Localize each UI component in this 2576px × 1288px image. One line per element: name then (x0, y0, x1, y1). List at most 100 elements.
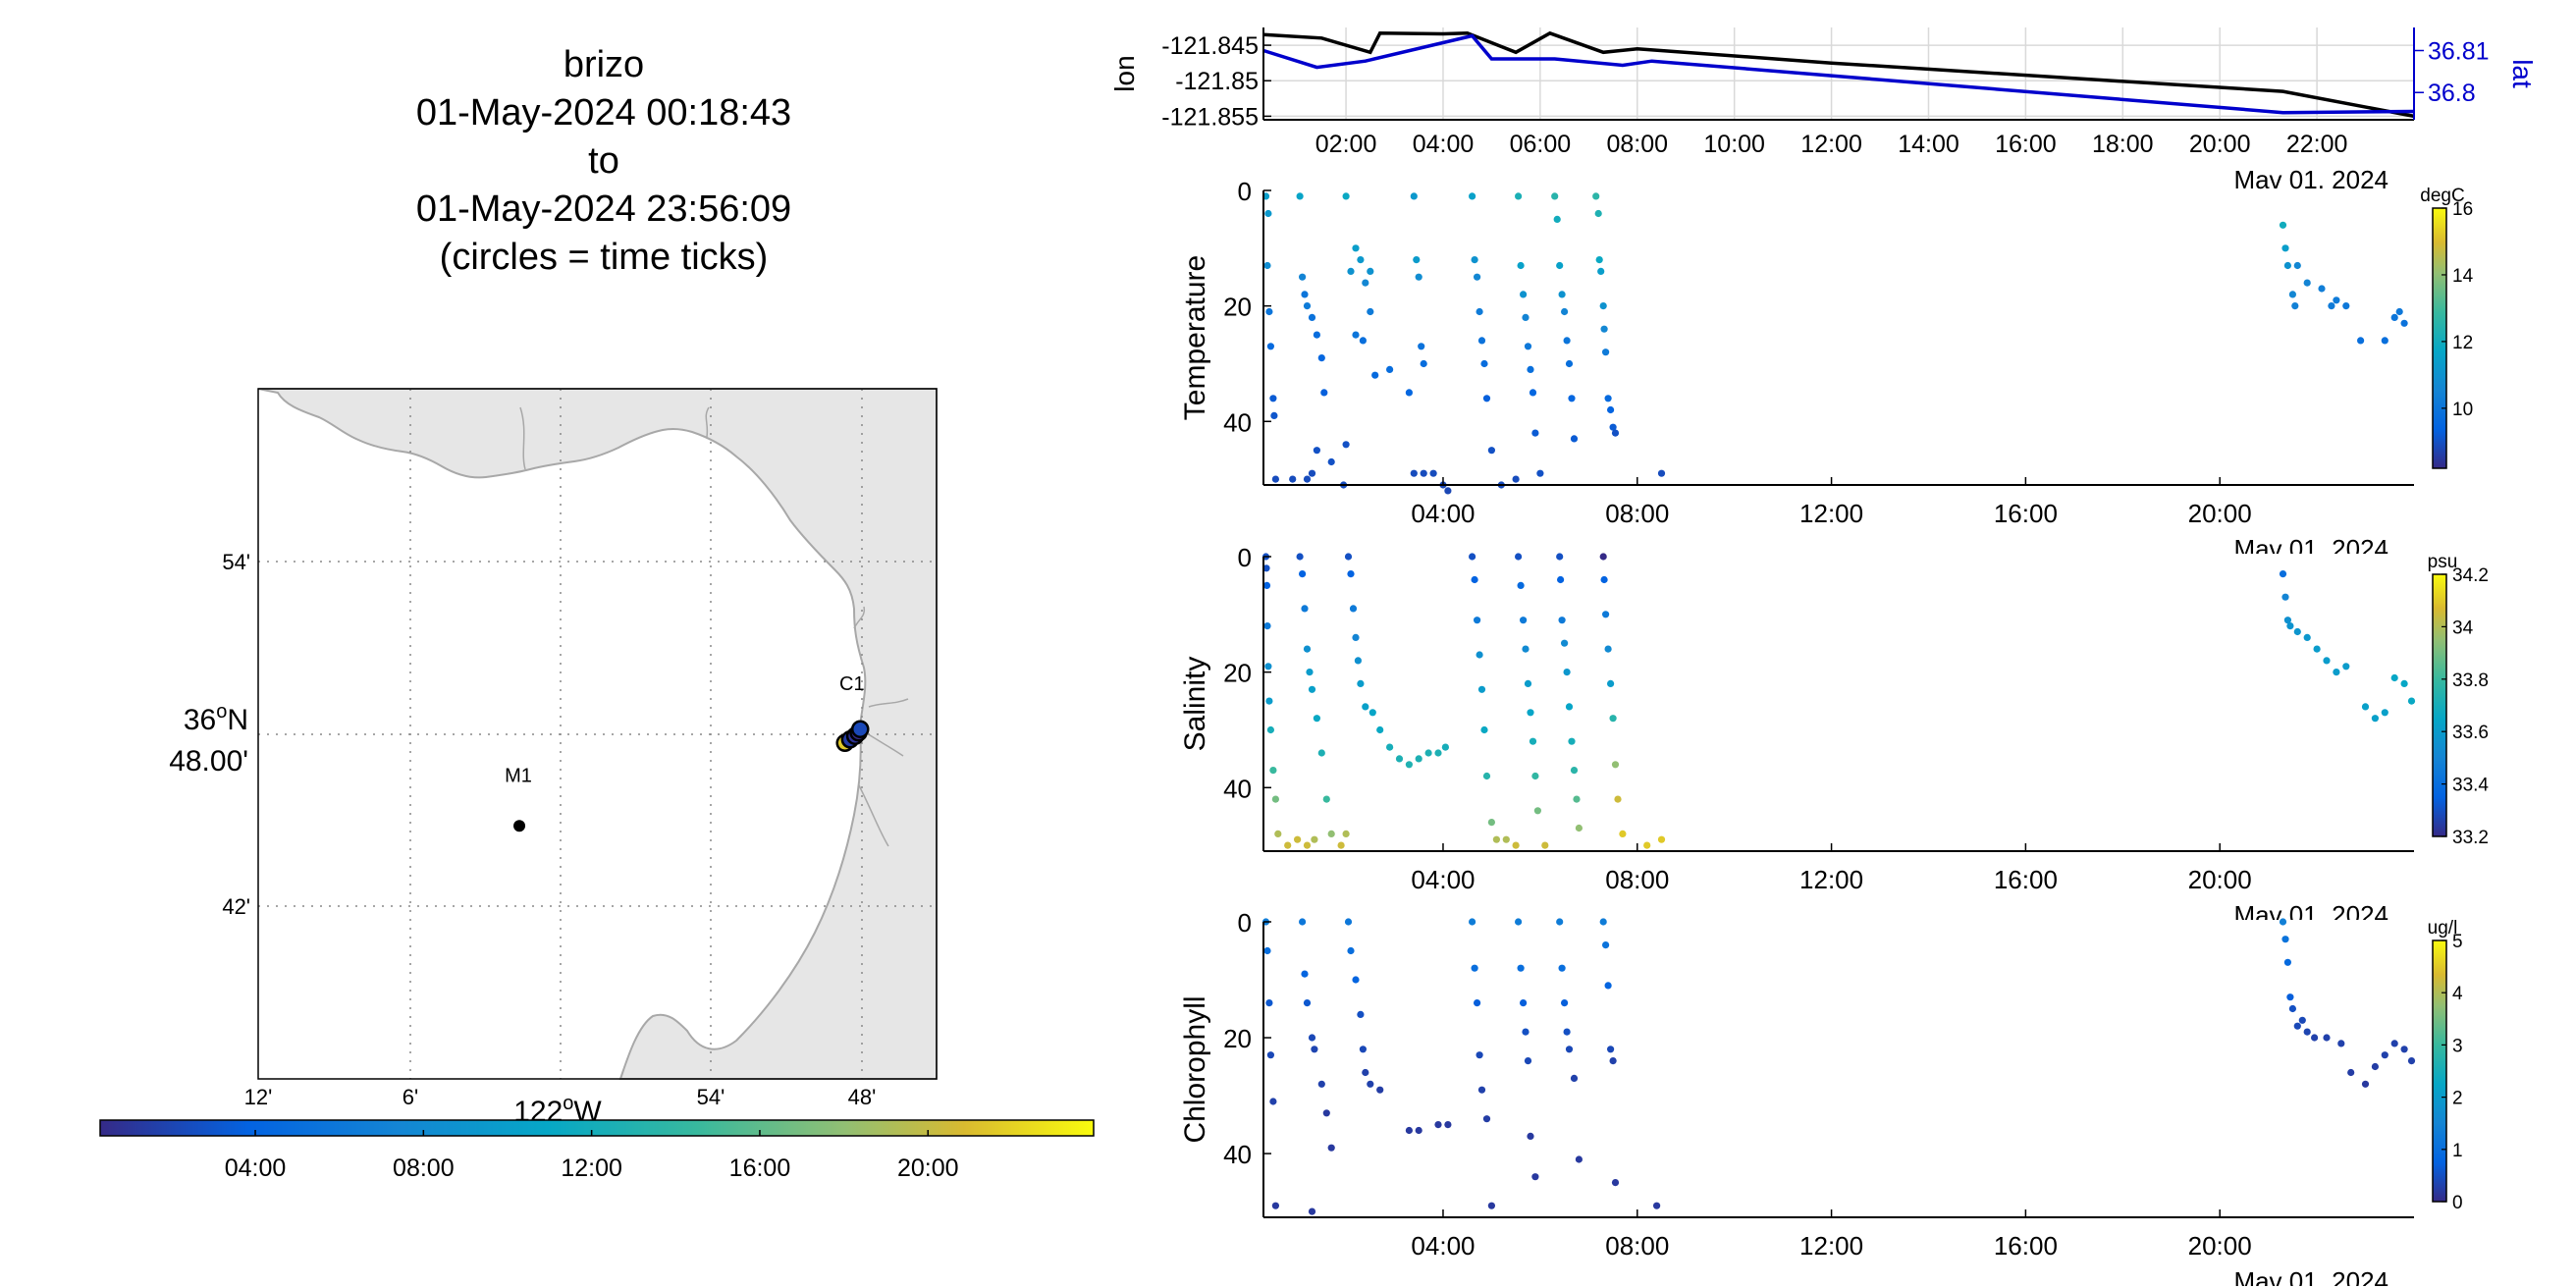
temperature-point (1265, 307, 1273, 316)
temperature-point (1556, 261, 1564, 270)
chlorophyll-point (1477, 1086, 1486, 1094)
chlorophyll-point (1308, 1034, 1316, 1042)
chlorophyll-point (2283, 958, 2291, 966)
chlorophyll-point (1405, 1126, 1413, 1135)
temperature-point (1551, 192, 1559, 200)
chlorophyll-colorbar-tick-label: 1 (2452, 1141, 2463, 1161)
salinity-point (1531, 772, 1539, 780)
salinity-point (1405, 761, 1413, 769)
temperature-point (2291, 302, 2299, 310)
temperature-colorbar-tick-label: 10 (2452, 400, 2473, 420)
temperature-point (1308, 469, 1316, 477)
chlorophyll-point (2371, 1062, 2379, 1071)
station-markers: M1 C1 (505, 673, 865, 832)
temperature-point (1592, 192, 1600, 200)
salinity-point (1294, 835, 1302, 843)
salinity-point (2293, 627, 2301, 636)
salinity-y-tick-label: 40 (1223, 774, 1252, 803)
temperature-point (1476, 307, 1483, 316)
chlorophyll-point (1265, 999, 1273, 1007)
position-x-tick-label: 06:00 (1510, 131, 1572, 158)
salinity-point (1357, 679, 1365, 688)
temperature-point (2303, 279, 2311, 287)
temperature-point (1529, 389, 1537, 397)
temperature-point (1520, 291, 1528, 298)
chlorophyll-point (1471, 964, 1478, 972)
chlorophyll-point (2303, 1028, 2311, 1036)
salinity-point (1296, 553, 1304, 561)
temperature-point (1607, 405, 1615, 414)
temperature-point (1303, 302, 1312, 310)
position-x-tick-label: 18:00 (2092, 131, 2154, 158)
salinity-point (1563, 669, 1571, 676)
salinity-point (1568, 737, 1576, 745)
chlorophyll-point (1515, 918, 1523, 926)
station-m1-marker (513, 820, 526, 832)
chlorophyll-point (1271, 1202, 1279, 1209)
salinity-point (2361, 703, 2370, 711)
salinity-point (2283, 617, 2291, 624)
salinity-point (1527, 709, 1534, 717)
temperature-point (1264, 209, 1272, 218)
temperature-point (1477, 337, 1486, 345)
salinity-point (1263, 622, 1271, 630)
chlorophyll-point (1527, 1132, 1534, 1140)
temperature-point (1536, 469, 1544, 477)
temperature-point (1342, 192, 1350, 200)
temperature-point (1289, 475, 1297, 483)
map-lat-tick-48: 48.00' (169, 745, 248, 778)
chlorophyll-point (1299, 918, 1307, 926)
salinity-point (2400, 679, 2408, 688)
chlorophyll-point (1575, 1155, 1583, 1163)
salinity-point (1477, 685, 1486, 693)
temperature-point (1327, 457, 1335, 466)
salinity-point (1480, 725, 1488, 734)
temperature-point (1371, 371, 1379, 379)
salinity-point (1573, 795, 1581, 803)
salinity-x-tick-label: 20:00 (2188, 865, 2252, 894)
position-lon-tick-label: -121.855 (1161, 103, 1259, 131)
salinity-point (1327, 830, 1335, 838)
salinity-point (1337, 841, 1345, 849)
station-c1-label: C1 (839, 673, 865, 695)
salinity-point (2381, 709, 2388, 717)
temperature-point (1352, 244, 1360, 252)
salinity-x-tick-label: 04:00 (1411, 865, 1475, 894)
chlorophyll-point (2407, 1057, 2416, 1065)
chlorophyll-point (2286, 993, 2294, 1001)
temperature-point (2390, 313, 2398, 321)
chlorophyll-point (1570, 1074, 1579, 1082)
temperature-point (1474, 273, 1481, 281)
salinity-point (1349, 605, 1358, 613)
position-x-tick-label: 02:00 (1315, 131, 1377, 158)
salinity-point (1352, 633, 1360, 642)
temperature-colorbar-units: degC (2420, 186, 2464, 206)
salinity-point (1262, 581, 1271, 590)
temperature-point (1599, 302, 1607, 310)
chlorophyll-x-tick-label: 04:00 (1411, 1231, 1475, 1261)
chlorophyll-point (1565, 1046, 1574, 1053)
temperature-point (1299, 273, 1307, 281)
position-lat-tick-label: 36.8 (2428, 80, 2476, 107)
chlorophyll-point (2281, 936, 2289, 943)
vehicle-track (835, 720, 870, 753)
temperature-y-label: Temperature (1179, 255, 1211, 420)
temperature-point (1527, 365, 1534, 373)
chlorophyll-point (1311, 1046, 1318, 1053)
salinity-point (1602, 611, 1610, 618)
temperature-point (1352, 331, 1360, 339)
position-x-tick-label: 04:00 (1413, 131, 1475, 158)
salinity-point (1604, 645, 1612, 653)
temperature-point (1413, 256, 1421, 264)
land-area (257, 388, 938, 1080)
temperature-point (1609, 423, 1617, 431)
temperature-point (1357, 256, 1365, 264)
salinity-y-tick-label: 0 (1238, 543, 1252, 572)
salinity-point (2333, 669, 2340, 676)
chlorophyll-point (1317, 1080, 1325, 1088)
position-x-tick-label: 14:00 (1898, 131, 1959, 158)
temperature-point (1342, 441, 1350, 449)
salinity-point (1471, 575, 1478, 584)
chlorophyll-point (1558, 964, 1566, 972)
